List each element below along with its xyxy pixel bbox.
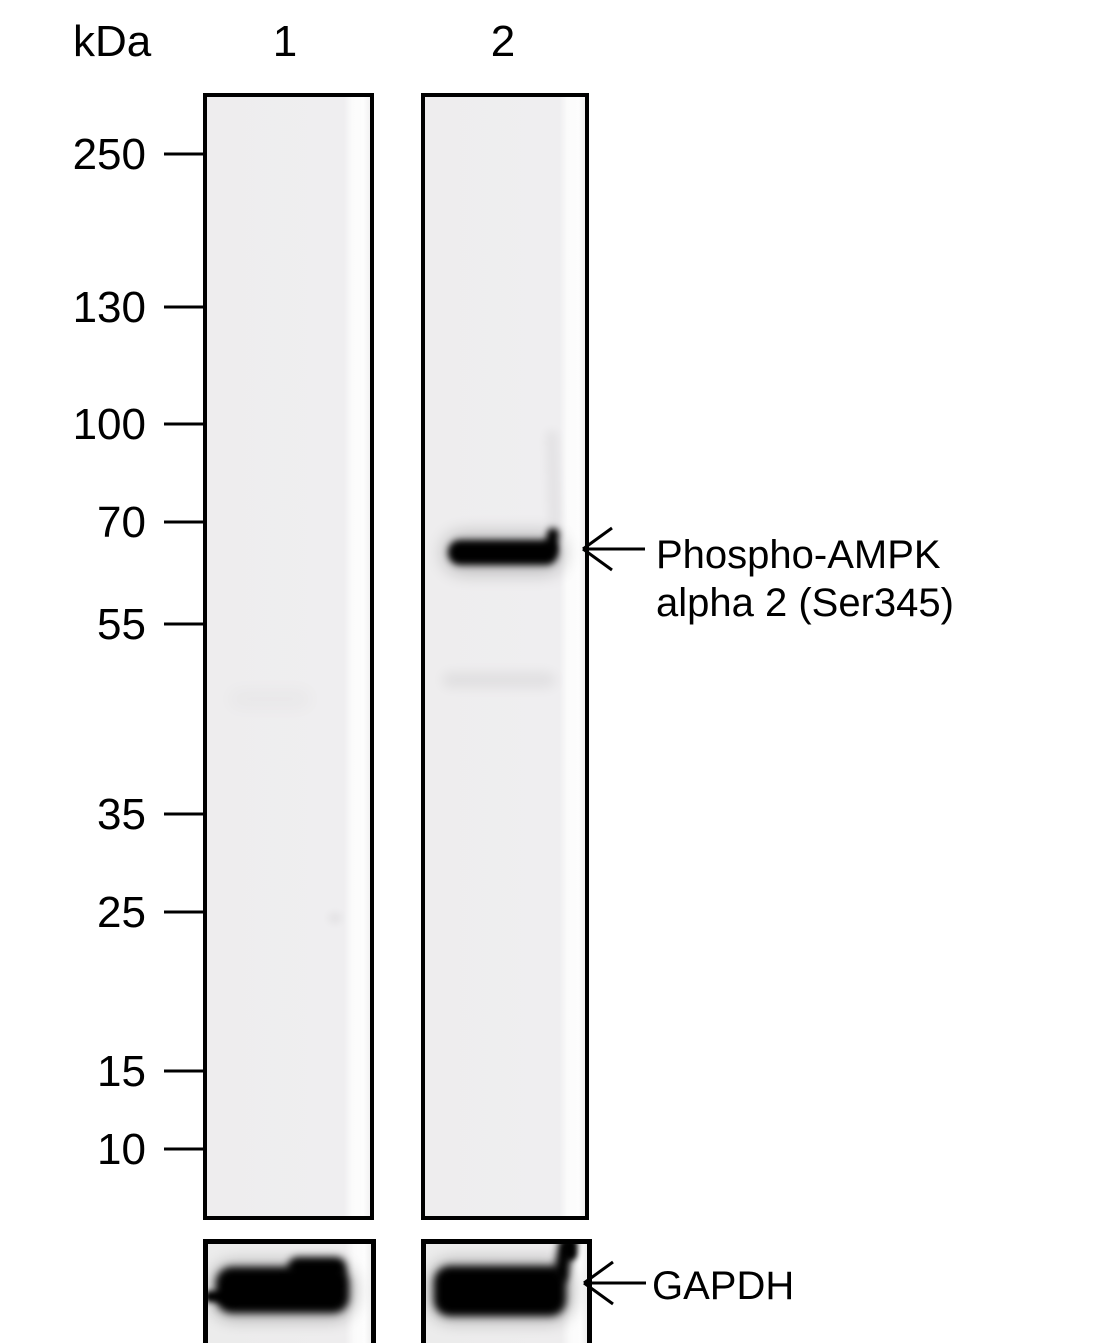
marker-label-25: 25 [97, 888, 146, 937]
marker-tick-70 [164, 520, 206, 524]
marker-tick-25 [164, 910, 206, 914]
phospho-ampk-band [448, 540, 558, 565]
marker-label-130: 130 [72, 283, 146, 332]
marker-label-35: 35 [97, 790, 146, 839]
marker-tick-100 [164, 422, 206, 426]
marker-label-55: 55 [97, 600, 146, 649]
lane-2-faint-band [442, 672, 556, 688]
loading-control-annotation: GAPDH [652, 1264, 795, 1308]
kda-unit-label: kDa [73, 17, 152, 66]
marker-label-250: 250 [72, 130, 146, 179]
gapdh-band-2-corner [563, 1244, 577, 1260]
left-arrow-icon [582, 526, 645, 572]
left-arrow-icon [583, 1260, 646, 1306]
lane-2-blot-panel [421, 93, 589, 1220]
lane-1-blot-panel [203, 93, 374, 1220]
lane-2-faint-streak [546, 429, 561, 541]
marker-tick-130 [164, 305, 206, 309]
target-band-annotation-line1: Phospho-AMPK [656, 533, 941, 577]
marker-label-15: 15 [97, 1047, 146, 1096]
marker-label-10: 10 [97, 1125, 146, 1174]
marker-tick-15 [164, 1069, 206, 1073]
marker-tick-10 [164, 1147, 206, 1151]
marker-tick-55 [164, 622, 206, 626]
target-band-annotation: Phospho-AMPK alpha 2 (Ser345) [656, 531, 954, 627]
marker-tick-250 [164, 152, 206, 156]
lane-2-label: 2 [490, 17, 516, 66]
lane-1-faint-spot [328, 912, 342, 924]
gapdh-band-1-bump [288, 1257, 346, 1279]
target-band-annotation-line2: alpha 2 (Ser345) [656, 581, 954, 625]
lane-1-gapdh-strip [203, 1239, 376, 1343]
marker-label-70: 70 [97, 498, 146, 547]
lane-1-label: 1 [272, 17, 298, 66]
gapdh-band-2 [434, 1266, 566, 1316]
lane-2-gapdh-strip [421, 1239, 592, 1343]
lane-1-faint-smudge [228, 688, 312, 710]
gapdh-band-1-tail [208, 1291, 234, 1302]
marker-label-100: 100 [72, 400, 146, 449]
marker-tick-35 [164, 812, 206, 816]
